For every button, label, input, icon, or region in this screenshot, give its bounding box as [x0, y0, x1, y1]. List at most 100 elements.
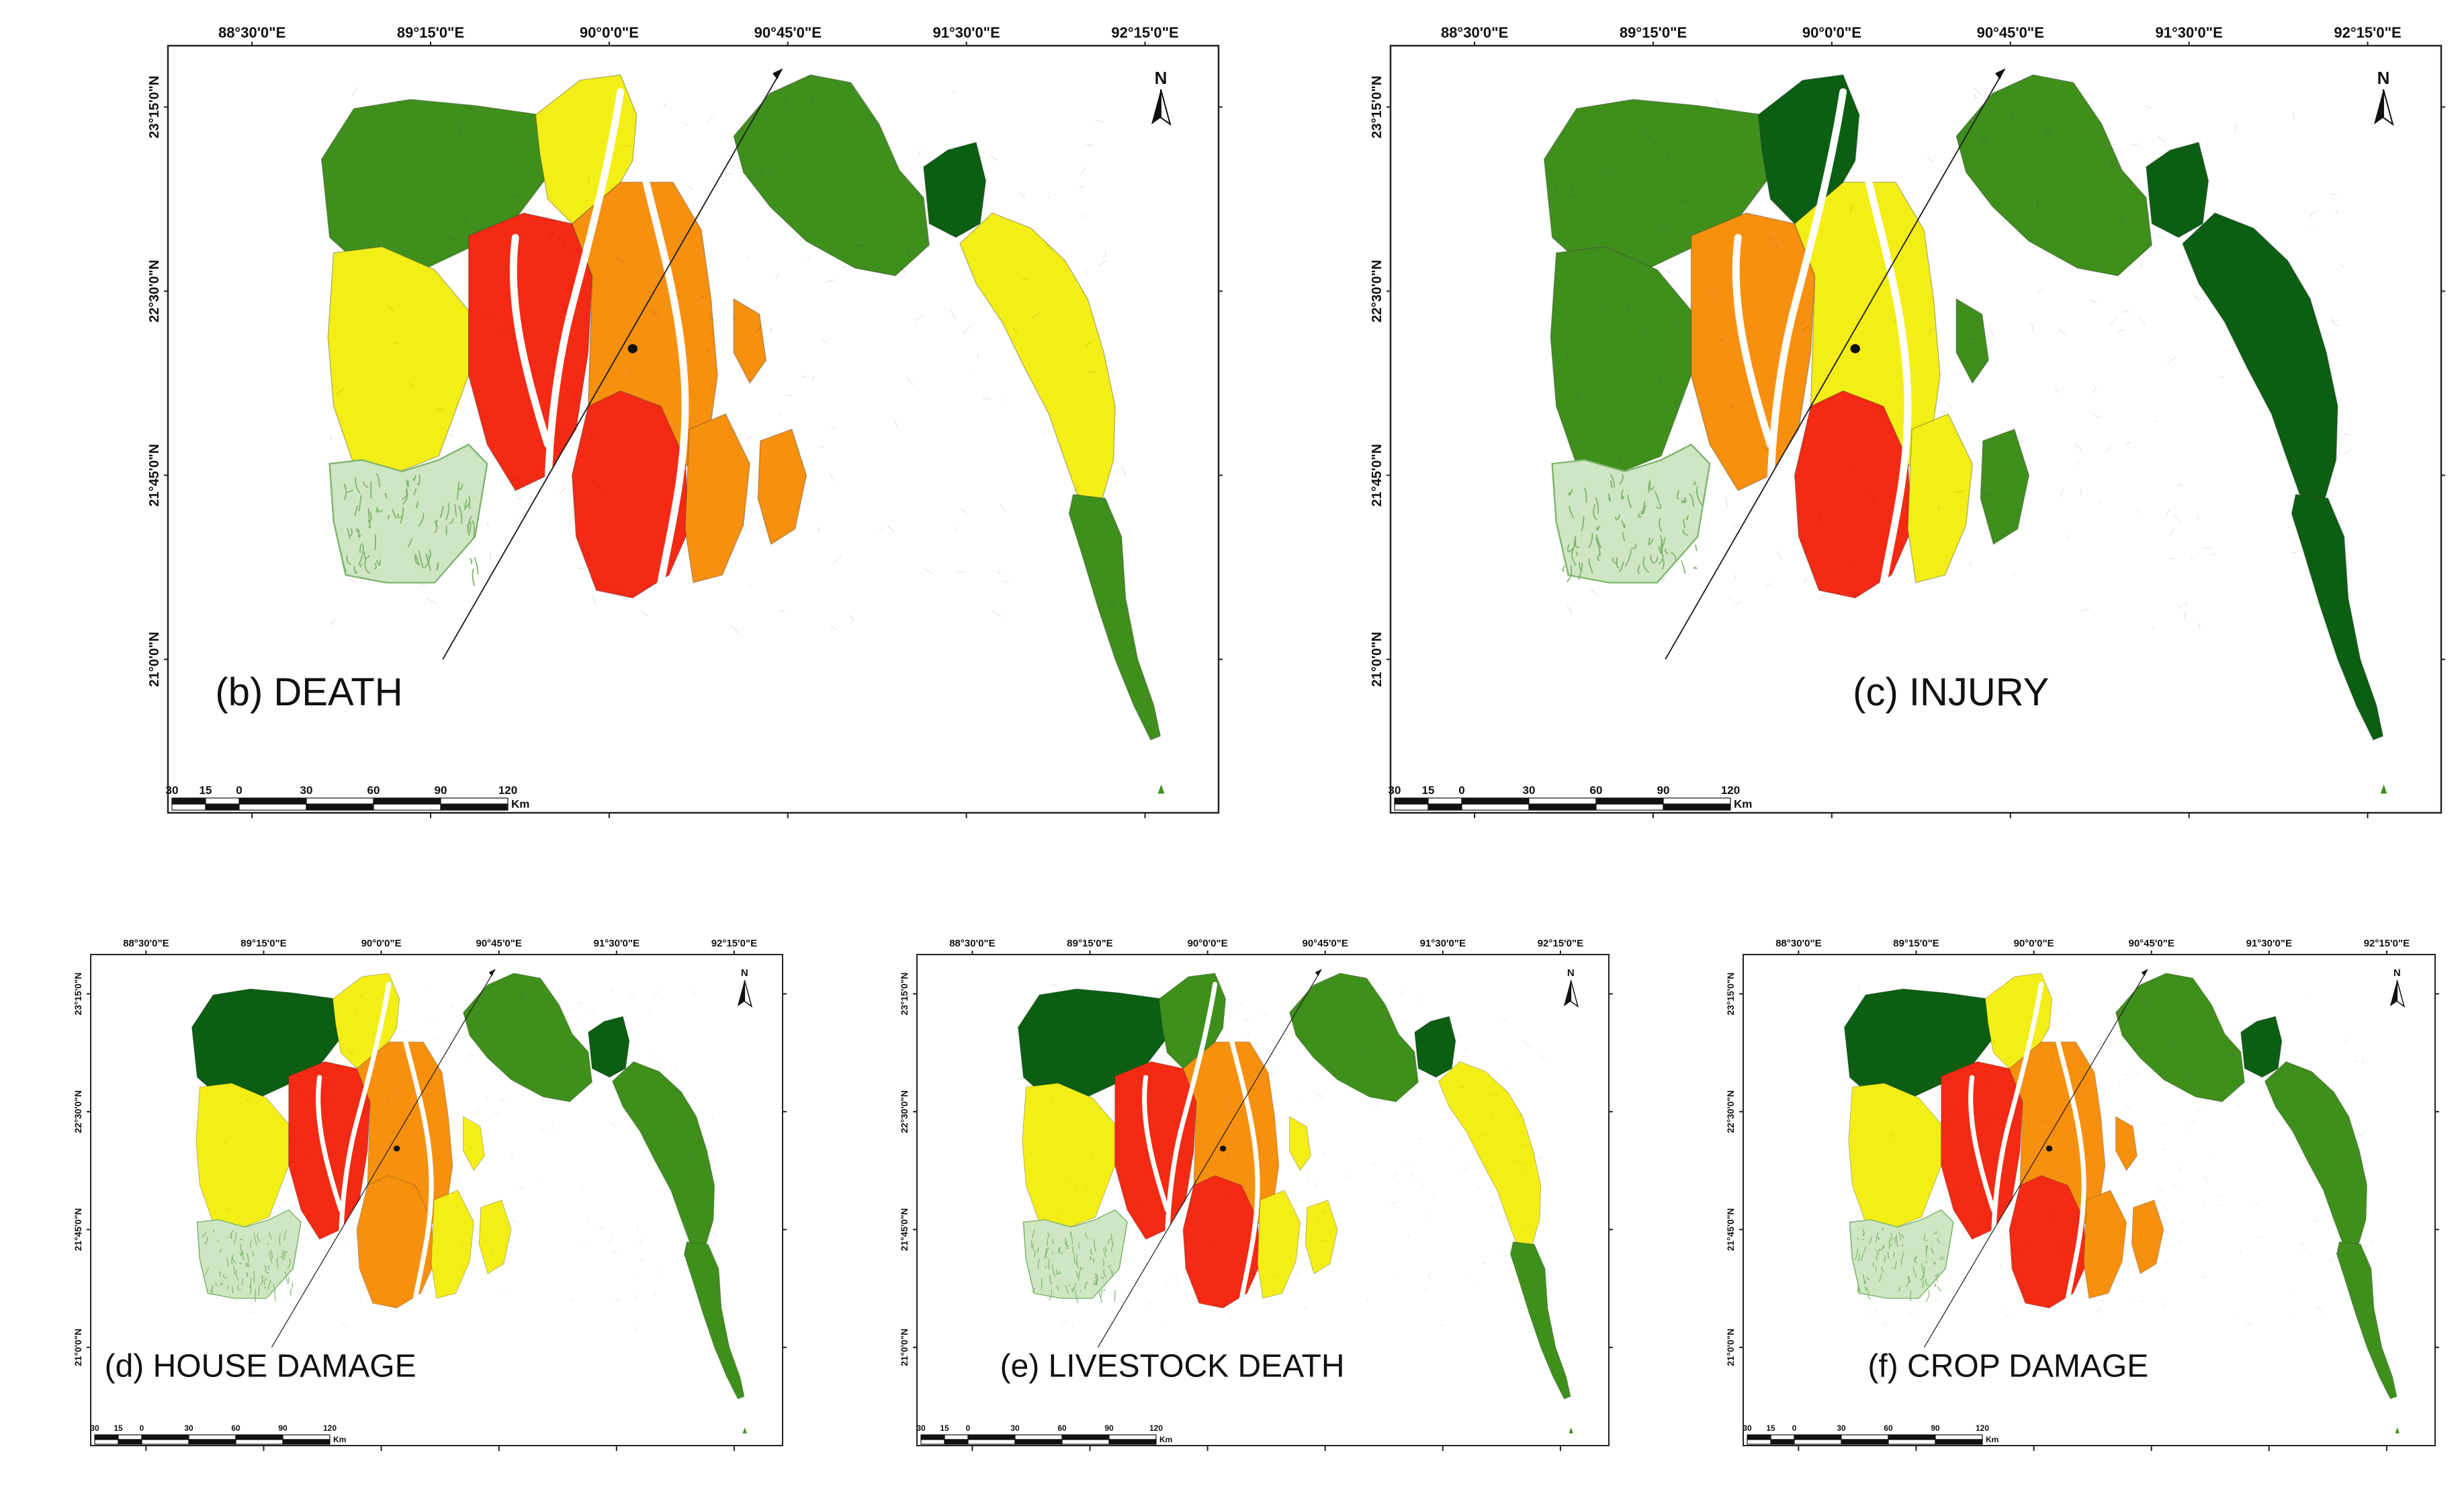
- upazila-boundaries: [1552, 87, 2352, 631]
- sundarbans-forest: [1551, 443, 1711, 584]
- lon-label: 88°30'0"E: [218, 24, 285, 41]
- map-panel-c: 88°30'0"E 89°15'0"E 90°0'0"E 90°45'0"E 91°30…: [1370, 24, 2445, 818]
- lon-label: 91°30'0"E: [2246, 938, 2292, 949]
- map-panel-d: 88°30'0"E 89°15'0"E 90°0'0"E 90°45'0"E 91°30…: [73, 938, 787, 1451]
- region-map: [191, 969, 747, 1433]
- cyclone-track-line: [1097, 969, 1322, 1348]
- scale-tick: 120: [1976, 1423, 1989, 1433]
- panel-title: (b) DEATH: [215, 670, 402, 714]
- map-panel-f: 88°30'0"E 89°15'0"E 90°0'0"E 90°45'0"E 91°30…: [1726, 938, 2439, 1451]
- scale-tick: 90: [278, 1423, 288, 1433]
- river-channels: [316, 981, 434, 1300]
- sundarbans-channels: [341, 472, 479, 586]
- landfall-marker: [2045, 1145, 2053, 1152]
- river-channels: [509, 88, 689, 586]
- north-arrow-icon: N: [737, 967, 753, 1008]
- lon-label: 89°15'0"E: [1620, 24, 1687, 41]
- region-coast: [1438, 1061, 1542, 1247]
- scale-tick: 60: [1590, 784, 1603, 797]
- cyclone-track-arrow: [772, 69, 783, 80]
- north-label: N: [2377, 68, 2390, 88]
- scale-tick: 30: [1389, 784, 1401, 797]
- map-panel-b: 88°30'0"E 89°15'0"E 90°0'0"E 90°45'0"E 91°30…: [147, 24, 1223, 818]
- river-channels: [1142, 981, 1260, 1300]
- region-w: [1550, 246, 1692, 476]
- lon-label: 90°0'0"E: [580, 24, 639, 41]
- scale-tick: 0: [140, 1423, 144, 1433]
- lat-label: 21°0'0"N: [73, 1329, 83, 1366]
- region-isl: [733, 298, 807, 545]
- north-label: N: [1155, 68, 1168, 88]
- region-tip: [1509, 1241, 1571, 1399]
- region-s: [571, 390, 690, 599]
- scale-unit: Km: [1986, 1435, 1998, 1444]
- lon-label: 90°0'0"E: [1188, 938, 1228, 949]
- region-w: [1022, 1083, 1116, 1230]
- st-martin-island: [2395, 1427, 2400, 1433]
- river-channels: [1732, 88, 1912, 586]
- region-s: [1182, 1175, 1261, 1309]
- region-s: [2009, 1175, 2087, 1309]
- scale-tick: 60: [1884, 1423, 1893, 1433]
- region-coast: [2264, 1061, 2368, 1247]
- sundarbans-forest: [1849, 1209, 1954, 1299]
- scale-tick: 60: [367, 784, 380, 797]
- region-isl: [2115, 1116, 2164, 1274]
- scale-tick: 15: [1766, 1423, 1775, 1433]
- region-n: [535, 74, 637, 224]
- lon-label: 92°15'0"E: [1538, 938, 1583, 949]
- region-w: [327, 246, 470, 476]
- region-w: [1848, 1083, 1942, 1230]
- lat-label: 21°45'0"N: [1726, 1208, 1736, 1251]
- scale-tick: 30: [1523, 784, 1536, 797]
- region-se: [2083, 1190, 2127, 1299]
- lon-label: 90°45'0"E: [1977, 24, 2044, 41]
- scale-tick: 90: [1931, 1423, 1940, 1433]
- north-arrow-icon: N: [1151, 68, 1172, 126]
- cyclone-track-arrow: [488, 969, 496, 977]
- region-n: [1159, 973, 1227, 1069]
- cyclone-track-arrow: [1315, 969, 1322, 977]
- lon-label: 91°30'0"E: [1420, 938, 1466, 949]
- sundarbans-channels: [1562, 474, 1703, 582]
- lon-label: 89°15'0"E: [240, 938, 286, 949]
- lat-label: 21°0'0"N: [1370, 632, 1384, 687]
- map-panel-e: 88°30'0"E 89°15'0"E 90°0'0"E 90°45'0"E 91°30…: [899, 938, 1613, 1451]
- region-tip: [683, 1241, 745, 1399]
- region-ne: [2115, 973, 2245, 1102]
- lat-label: 21°0'0"N: [147, 632, 162, 687]
- scale-tick: 30: [1743, 1423, 1752, 1433]
- lat-label: 21°45'0"N: [899, 1208, 910, 1251]
- lon-label: 90°45'0"E: [754, 24, 822, 41]
- lon-label: 90°0'0"E: [2014, 938, 2054, 949]
- region-map: [320, 68, 1165, 794]
- region-n: [1757, 74, 1860, 224]
- scale-tick: 90: [1104, 1423, 1114, 1433]
- region-n: [1985, 973, 2053, 1069]
- region-se: [685, 413, 750, 584]
- region-dk: [2240, 1016, 2283, 1078]
- region-ne: [463, 973, 592, 1102]
- lon-label: 90°0'0"E: [1802, 24, 1861, 41]
- scale-tick: 90: [1657, 784, 1670, 797]
- panel-title: (c) INJURY: [1853, 670, 2049, 714]
- st-martin-island: [1569, 1427, 1573, 1433]
- region-tip: [2336, 1241, 2397, 1399]
- lat-label: 23°15'0"N: [73, 973, 83, 1016]
- lat-label: 21°0'0"N: [1726, 1329, 1736, 1366]
- scale-tick: 60: [1057, 1423, 1067, 1433]
- region-se: [1907, 413, 1973, 584]
- landfall-marker: [1850, 344, 1860, 353]
- scale-tick: 30: [184, 1423, 193, 1433]
- lat-label: 21°45'0"N: [147, 444, 162, 506]
- scale-tick: 15: [200, 784, 212, 797]
- scale-tick: 30: [1010, 1423, 1020, 1433]
- lon-label: 88°30'0"E: [1441, 24, 1508, 41]
- river-channels: [1968, 981, 2086, 1300]
- lat-label: 21°45'0"N: [73, 1208, 83, 1251]
- scale-tick: 120: [498, 784, 517, 797]
- scale-tick: 60: [231, 1423, 240, 1433]
- scale-tick: 0: [1792, 1423, 1797, 1433]
